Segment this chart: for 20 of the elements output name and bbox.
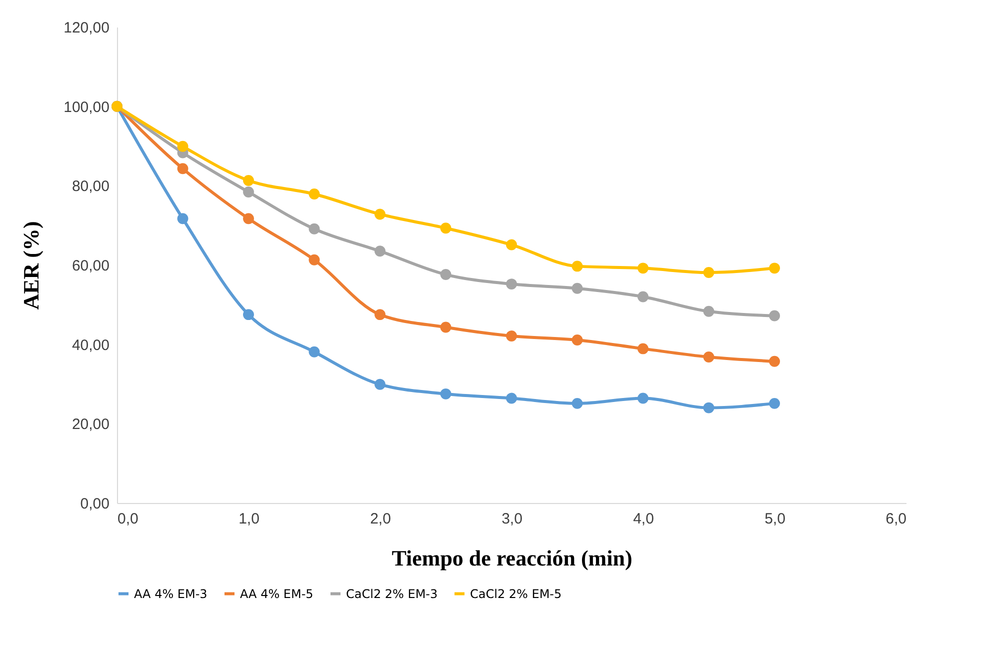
legend-label: AA 4% EM-3	[134, 586, 208, 601]
y-tick-label: 120,00	[64, 20, 110, 36]
x-tick-label: 6,0	[886, 510, 906, 528]
x-tick-label: 5,0	[764, 510, 786, 528]
y-tick-label: 40,00	[72, 336, 110, 354]
x-tick-label: 0,0	[118, 510, 138, 528]
y-tick-label: 60,00	[72, 258, 110, 274]
x-tick-label: 2,0	[370, 510, 391, 528]
x-tick-label: 3,0	[502, 510, 522, 528]
y-axis-title: AER (%)	[18, 221, 44, 310]
legend-label: AA 4% EM-5	[240, 586, 314, 601]
x-tick-label: 1,0	[238, 510, 260, 528]
x-tick-label: 4,0	[633, 510, 654, 528]
y-tick-label: 80,00	[72, 178, 110, 196]
y-tick-label: 100,00	[64, 98, 110, 116]
legend-label: CaCl2 2% EM-3	[346, 586, 438, 601]
y-tick-label: 20,00	[72, 416, 110, 434]
legend-label: CaCl2 2% EM-5	[470, 586, 562, 601]
x-axis-title: Tiempo de reacción (min)	[392, 546, 632, 570]
y-tick-label: 0,00	[80, 496, 110, 512]
